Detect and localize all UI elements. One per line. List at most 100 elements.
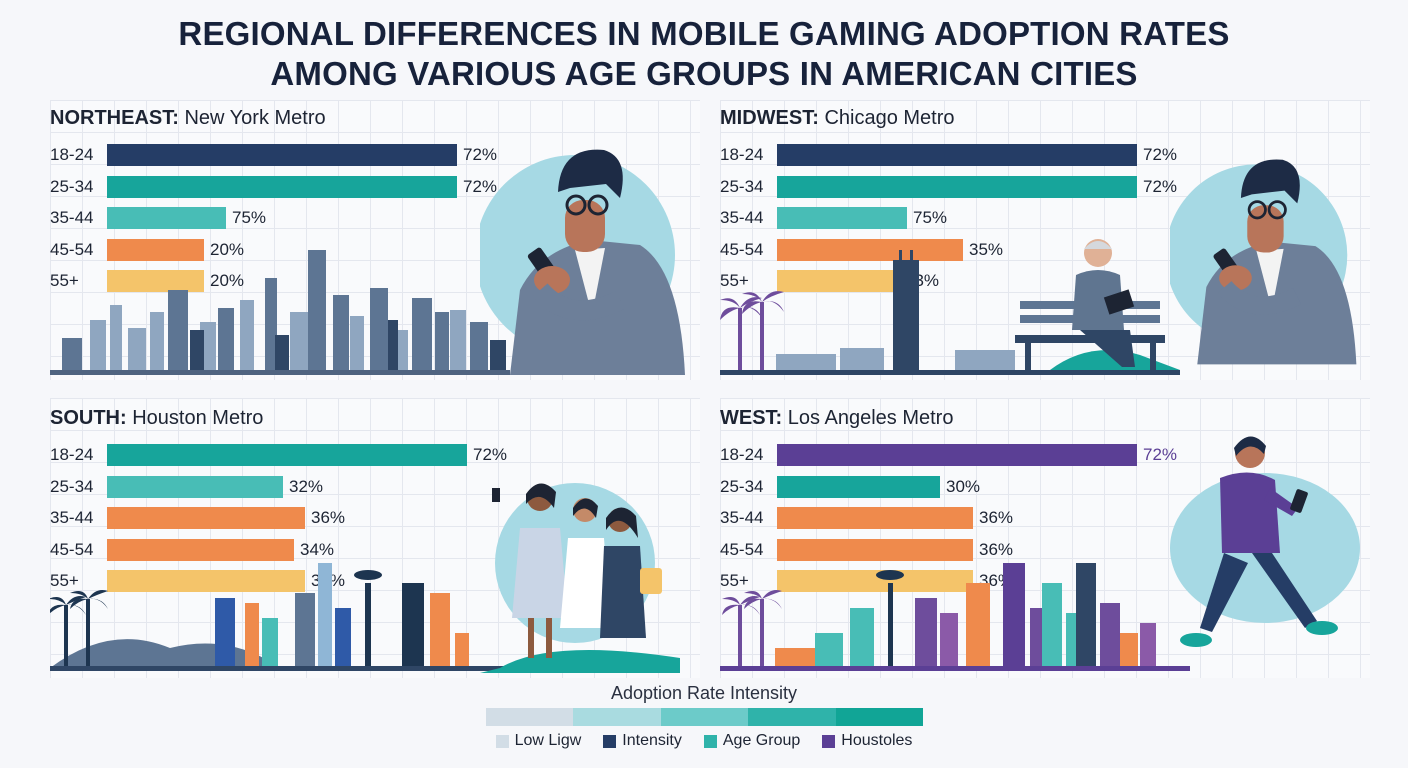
man-with-phone-illustration [1170, 159, 1357, 365]
bar-25-34 [777, 475, 940, 498]
bar-value-label: 72% [1143, 176, 1178, 196]
age-group-label: 35-44 [720, 208, 764, 227]
age-group-label: 25-34 [50, 476, 94, 496]
bar-25-34 [107, 475, 283, 498]
walking-man-with-phone-illustration [1170, 436, 1360, 647]
bar-value-label: 35% [969, 239, 1004, 259]
legend: Low Ligw Intensity Age Group Houstoles [0, 732, 1408, 750]
bar-value-label: 20% [210, 239, 245, 259]
houston-skyline-illustration [50, 563, 510, 671]
bar-55+ [777, 570, 973, 592]
bar-value-label: 75% [232, 208, 267, 227]
bar-55+ [777, 270, 899, 292]
age-group-label: 45-54 [50, 539, 94, 559]
age-group-label: 35-44 [720, 508, 764, 527]
man-with-phone-illustration [480, 149, 685, 375]
bar-35-44 [777, 507, 973, 529]
scale-step-1 [486, 708, 574, 726]
bar-35-44 [107, 207, 226, 229]
intensity-scale [486, 708, 924, 726]
bar-value-label: 36% [979, 508, 1014, 527]
panel-metro: Houston Metro [132, 407, 264, 429]
bar-value-label: 36% [979, 539, 1014, 559]
bar-value-label: 75% [913, 208, 948, 227]
panel-title: WEST: Los Angeles Metro [720, 406, 953, 430]
bar-value-label: 72% [1143, 445, 1178, 464]
legend-label: Low Ligw [514, 732, 582, 749]
bar-25-34 [777, 175, 1137, 198]
age-group-label: 18-24 [50, 145, 94, 164]
bar-45-54 [777, 238, 963, 261]
bar-value-label: 34% [300, 539, 335, 559]
age-group-label: 55+ [50, 571, 79, 590]
panel-west: WEST: Los Angeles Metro 18-24 72% 25-34 30%… [720, 398, 1370, 678]
panel-region: SOUTH: [50, 407, 127, 429]
bar-55+ [107, 270, 204, 292]
legend-item: Houstoles [822, 732, 912, 750]
bar-35-44 [777, 207, 907, 229]
legend-label: Age Group [722, 732, 801, 749]
bar-value-label: 30% [946, 476, 981, 496]
bar-18-24 [777, 444, 1137, 466]
age-group-label: 25-34 [50, 176, 94, 196]
legend-item: Low Ligw [495, 732, 582, 750]
bar-value-label: 20% [210, 271, 245, 290]
panel-south: SOUTH: Houston Metro 18-24 72% 25-34 32% 35-… [50, 398, 700, 678]
panel-metro: Chicago Metro [824, 107, 955, 129]
panel-title: MIDWEST: Chicago Metro [720, 106, 955, 130]
panel-northeast: NORTHEAST: New York Metro 18-24 72% 25-34 7… [50, 100, 700, 380]
legend-title: Adoption Rate Intensity [610, 683, 798, 703]
age-group-label: 55+ [720, 271, 749, 290]
panel-region: WEST: [720, 407, 783, 429]
bar-18-24 [107, 144, 457, 166]
legend-item: Age Group [703, 732, 801, 750]
legend-swatch [703, 734, 717, 748]
bar-18-24 [107, 444, 467, 466]
chart-title-line-2: AMONG VARIOUS AGE GROUPS IN AMERICAN CIT… [270, 55, 1138, 92]
age-group-label: 18-24 [720, 145, 764, 164]
bench-elderly-man-illustration [1015, 239, 1165, 373]
panel-metro: New York Metro [184, 107, 326, 129]
legend-swatch [822, 734, 836, 748]
age-group-label: 45-54 [720, 239, 764, 259]
bar-value-label: 72% [1143, 145, 1178, 164]
los-angeles-skyline-illustration [720, 563, 1190, 671]
bar-value-label: 72% [463, 145, 498, 164]
panel-region: NORTHEAST: [50, 107, 179, 129]
age-group-label: 25-34 [720, 476, 764, 496]
bar-value-label: 72% [473, 445, 508, 464]
scale-step-2 [573, 708, 661, 726]
bar-value-label: 36% [311, 508, 346, 527]
bar-55+ [107, 570, 305, 592]
chart-title-line-1: REGIONAL DIFFERENCES IN MOBILE GAMING AD… [178, 15, 1230, 52]
age-group-label: 35-44 [50, 508, 94, 527]
bar-18-24 [777, 144, 1137, 166]
age-group-label: 55+ [50, 271, 79, 290]
bar-value-label: 72% [463, 176, 498, 196]
age-group-label: 35-44 [50, 208, 94, 227]
bar-25-34 [107, 175, 457, 198]
women-with-phones-illustration [480, 483, 680, 673]
age-group-label: 45-54 [720, 539, 764, 559]
bar-35-44 [107, 507, 305, 529]
panel-midwest: MIDWEST: Chicago Metro 18-24 72% 25-34 72% 3… [720, 100, 1370, 380]
chart-title: REGIONAL DIFFERENCES IN MOBILE GAMING AD… [0, 14, 1408, 94]
panel-title: SOUTH: Houston Metro [50, 406, 263, 430]
panel-metro: Los Angeles Metro [787, 407, 954, 429]
panel-region: MIDWEST: [720, 107, 819, 129]
bar-45-54 [777, 538, 973, 561]
age-group-label: 55+ [720, 571, 749, 590]
legend-item: Intensity [603, 732, 682, 750]
panel-title: NORTHEAST: New York Metro [50, 106, 326, 130]
new-york-skyline-illustration [50, 250, 510, 375]
bar-value-label: 32% [289, 476, 324, 496]
age-group-label: 18-24 [720, 445, 764, 464]
bar-45-54 [107, 238, 204, 261]
legend-label: Houstoles [841, 732, 913, 749]
age-group-label: 18-24 [50, 445, 94, 464]
age-group-label: 45-54 [50, 239, 94, 259]
scale-step-3 [660, 708, 749, 726]
scale-step-5 [835, 708, 924, 726]
scale-step-4 [748, 708, 836, 726]
legend-swatch [603, 734, 617, 748]
